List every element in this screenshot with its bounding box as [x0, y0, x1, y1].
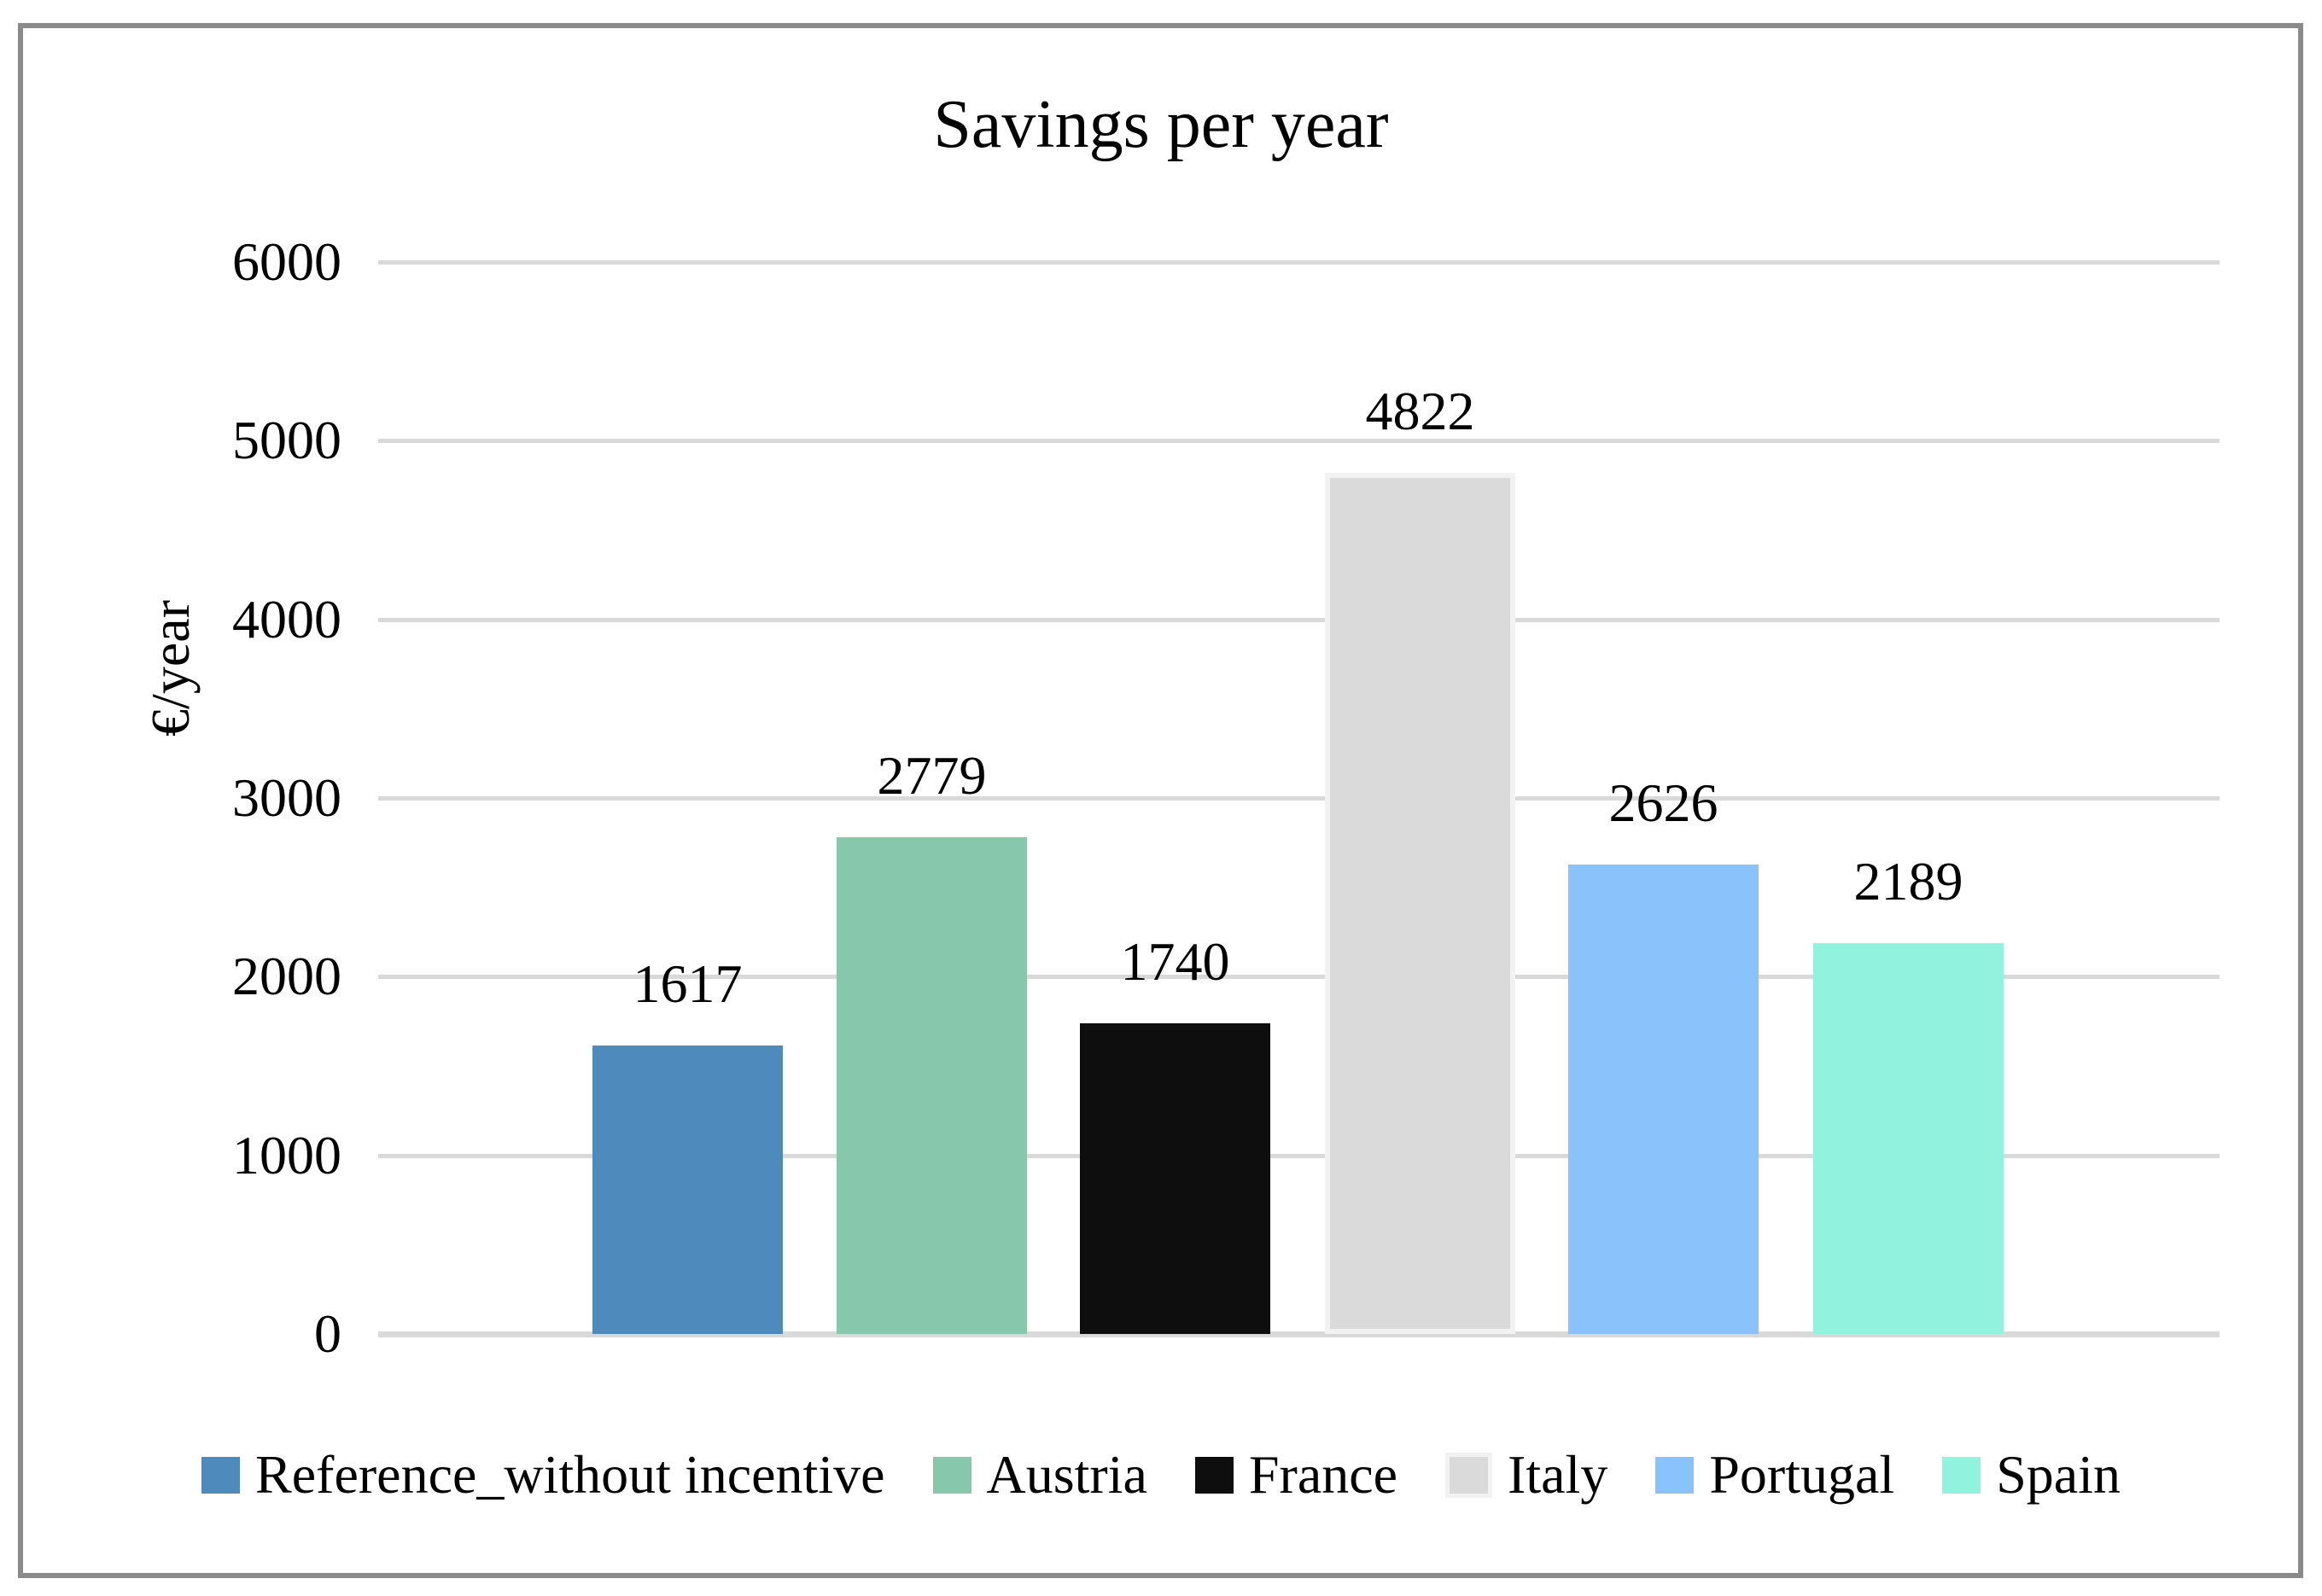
legend-item-portugal: Portugal [1655, 1441, 1894, 1509]
legend-item-france: France [1194, 1441, 1398, 1509]
y-tick-label-0: 0 [314, 1303, 341, 1364]
bar-reference-without-incentive [592, 1046, 783, 1334]
legend-item-reference-without-incentive: Reference_without incentive [201, 1441, 885, 1509]
y-tick-label-2000: 2000 [232, 946, 341, 1006]
y-tick-label-6000: 6000 [232, 231, 341, 292]
bar-value-label-austria: 2779 [877, 745, 987, 806]
legend-label-spain: Spain [1996, 1444, 2121, 1505]
bar-value-label-reference-without-incentive: 1617 [633, 953, 743, 1014]
legend-label-reference-without-incentive: Reference_without incentive [255, 1444, 885, 1505]
gridline-0 [378, 1331, 2220, 1337]
legend-swatch-portugal [1655, 1456, 1695, 1494]
y-tick-label-5000: 5000 [232, 410, 341, 470]
legend-item-italy: Italy [1445, 1441, 1607, 1509]
legend-label-portugal: Portugal [1709, 1444, 1895, 1505]
chart-title: Savings per year [933, 87, 1389, 162]
bar-italy [1325, 473, 1515, 1334]
legend-swatch-austria [932, 1456, 971, 1494]
gridline-6000 [378, 260, 2220, 265]
gridline-1000 [378, 1154, 2220, 1158]
bar-value-label-portugal: 2626 [1608, 772, 1718, 833]
legend-label-italy: Italy [1508, 1444, 1608, 1505]
legend-swatch-france [1194, 1456, 1234, 1494]
bar-spain [1813, 943, 2004, 1334]
legend-label-france: France [1248, 1444, 1398, 1505]
legend: Reference_without incentive Austria France… [0, 1441, 2322, 1509]
y-tick-label-4000: 4000 [232, 589, 341, 649]
chart-border-frame [18, 23, 2303, 1578]
gridline-4000 [378, 618, 2220, 622]
gridline-5000 [378, 439, 2220, 443]
bar-portugal [1568, 865, 1759, 1334]
gridline-2000 [378, 975, 2220, 979]
y-tick-label-1000: 1000 [232, 1125, 341, 1185]
legend-swatch-spain [1942, 1456, 1981, 1494]
legend-swatch-italy [1445, 1452, 1493, 1498]
bar-value-label-italy: 4822 [1365, 381, 1475, 441]
gridline-3000 [378, 796, 2220, 801]
legend-item-spain: Spain [1942, 1441, 2121, 1509]
legend-label-austria: Austria [986, 1444, 1147, 1505]
bar-austria [837, 837, 1027, 1334]
bar-value-label-spain: 2189 [1853, 851, 1963, 912]
y-tick-label-3000: 3000 [232, 767, 341, 828]
bar-value-label-france: 1740 [1120, 931, 1230, 992]
legend-swatch-reference-without-incentive [201, 1456, 241, 1494]
bar-france [1080, 1023, 1270, 1334]
legend-item-austria: Austria [932, 1441, 1147, 1509]
